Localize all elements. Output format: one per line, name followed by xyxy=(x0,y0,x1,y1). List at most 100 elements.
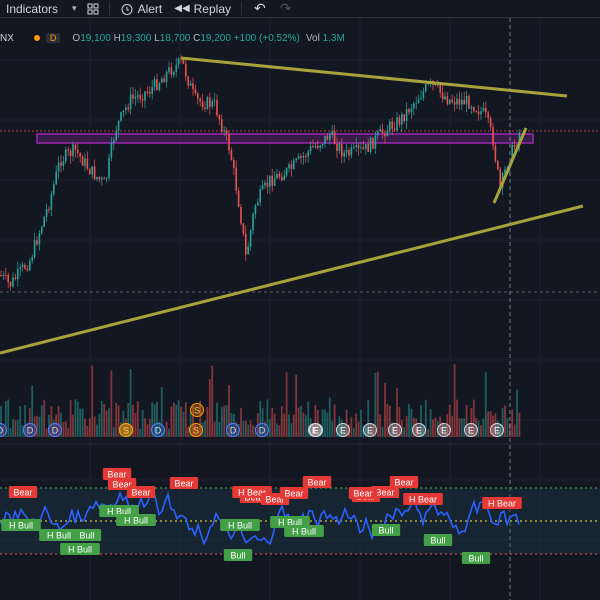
volume-bar xyxy=(384,383,386,437)
volume-bar xyxy=(28,407,31,437)
candle-body xyxy=(134,96,137,99)
candle-body xyxy=(48,208,50,210)
candle-body xyxy=(413,103,415,109)
volume-bar xyxy=(278,425,281,437)
volume-bar xyxy=(372,424,374,437)
low-value: 18,700 xyxy=(159,32,191,44)
candle-body xyxy=(38,233,41,245)
volume-bar xyxy=(508,423,511,437)
event-marker-label: E xyxy=(441,426,447,436)
candle-body xyxy=(21,264,24,267)
candle-body xyxy=(513,144,516,147)
volume-bar xyxy=(415,418,418,437)
chevron-down-icon[interactable]: ▾ xyxy=(72,3,77,13)
volume-bar xyxy=(177,400,180,437)
volume-bar xyxy=(45,428,48,437)
candle-body xyxy=(353,147,355,149)
event-marker: D xyxy=(0,423,7,437)
candle-body xyxy=(9,281,12,287)
candle-body xyxy=(300,155,302,158)
candle-body xyxy=(120,112,122,121)
event-marker-circle xyxy=(0,423,7,437)
volume-bar xyxy=(134,412,137,437)
change-value: +100 (+0.52%) xyxy=(233,32,300,44)
candle-body xyxy=(492,127,494,146)
alert-button[interactable]: Alert xyxy=(120,0,162,17)
candle-body xyxy=(12,277,14,287)
volume-bar xyxy=(297,407,300,437)
indicators-button[interactable]: Indicators ▾ xyxy=(0,0,77,17)
event-marker: E xyxy=(363,423,377,437)
volume-bar xyxy=(422,426,425,437)
volume-bar xyxy=(367,399,370,437)
event-marker-circle xyxy=(226,423,240,437)
candle-body xyxy=(321,144,324,146)
volume-bar xyxy=(470,407,473,437)
candle-body xyxy=(26,268,29,271)
candle-body xyxy=(441,92,444,100)
low-label: L xyxy=(154,32,160,44)
candle-body xyxy=(156,79,158,90)
bear-label-text: Bear xyxy=(394,478,413,488)
volume-bar xyxy=(429,409,432,437)
volume-bar xyxy=(220,407,223,437)
volume-bar xyxy=(88,418,91,437)
volume-bar xyxy=(19,405,22,437)
undo-button[interactable]: ↶ xyxy=(254,0,266,17)
bear-label-text: Bear xyxy=(265,495,284,505)
volume-bar xyxy=(240,407,242,437)
event-marker-circle xyxy=(151,423,165,437)
grid-icon xyxy=(87,3,99,14)
volume-bar xyxy=(326,412,329,437)
bull-label: H Bull xyxy=(1,519,41,531)
candle-body xyxy=(297,155,300,159)
candle-body xyxy=(343,152,345,157)
candle-body xyxy=(314,145,317,148)
volume-bar xyxy=(228,384,230,437)
volume-bar xyxy=(259,400,262,437)
event-marker: E xyxy=(308,423,322,437)
volume-bar xyxy=(444,425,446,437)
volume-bar xyxy=(141,409,144,437)
volume-bar xyxy=(355,413,358,437)
candle-body xyxy=(233,159,235,168)
top-toolbar: Indicators ▾ Alert ◀◀ Replay ↶ ↷ xyxy=(0,0,600,18)
volume-bar xyxy=(91,365,94,437)
volume-bar xyxy=(74,399,77,437)
candle-body xyxy=(475,111,477,113)
event-marker-circle xyxy=(308,423,322,437)
layout-grid-button[interactable] xyxy=(87,0,99,17)
volume-bar xyxy=(271,408,274,437)
volume-bar xyxy=(285,372,288,437)
volume-bar xyxy=(434,417,437,437)
candle-body xyxy=(69,150,72,157)
candle-body xyxy=(228,134,230,151)
bear-label-text: Bear xyxy=(307,478,326,488)
candle-body xyxy=(103,178,105,180)
candle-body xyxy=(415,103,417,105)
event-marker: D xyxy=(255,423,269,437)
candle-body xyxy=(254,205,257,215)
volume-bar xyxy=(352,427,355,437)
candle-body xyxy=(499,169,501,188)
candle-body xyxy=(89,168,91,175)
candle-body xyxy=(146,91,149,93)
candle-body xyxy=(295,158,297,161)
candle-body xyxy=(403,114,405,122)
symbol-name[interactable]: NX xyxy=(0,32,14,44)
candle-body xyxy=(305,156,307,158)
event-marker-circle xyxy=(363,423,377,437)
volume-bar xyxy=(189,411,192,437)
event-marker: D xyxy=(151,423,165,437)
event-marker-label: E xyxy=(367,426,373,436)
replay-button[interactable]: ◀◀ Replay xyxy=(174,0,231,17)
redo-button[interactable]: ↷ xyxy=(280,0,292,17)
volume-bar xyxy=(393,424,396,437)
volume-bar xyxy=(408,403,410,437)
volume-bar xyxy=(98,413,101,437)
candle-body xyxy=(276,173,278,179)
volume-bar xyxy=(319,425,322,437)
bull-label-text: H Bull xyxy=(107,507,131,517)
volume-bar xyxy=(156,401,158,437)
